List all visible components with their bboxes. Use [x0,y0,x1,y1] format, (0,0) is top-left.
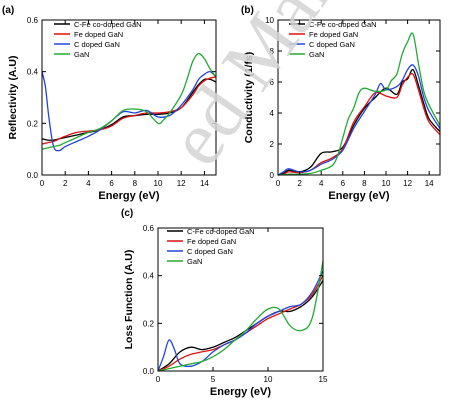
x-tick-label: 6 [341,179,346,188]
x-tick-label: 15 [319,375,328,384]
series-group [157,261,324,372]
series-line-3 [157,270,324,372]
y-tick-label: 0.0 [27,171,39,180]
legend-label: Fe doped GaN [187,237,236,246]
x-tick-label: 2 [63,179,68,188]
y-tick-label: 0 [270,171,275,180]
x-tick-label: 14 [200,179,209,188]
chart-panel-1: 0 2 4 6 8 10 12 14 0.0 0.2 0.4 0.6 Energy (eV) Reflec… [2,5,217,202]
legend-label: Fe doped GaN [309,30,358,39]
chart-panel-2: 0 2 4 6 8 10 12 14 0 2 4 6 8 10 Energy (eV) Conductivit… [241,5,441,202]
x-tick-label: 8 [133,179,138,188]
legend-label: C-Fe co-doped GaN [74,20,142,29]
x-tick-label: 0 [276,179,281,188]
series-line-1 [277,68,441,176]
x-axis-label: Energy (eV) [210,386,271,398]
y-tick-label: 0.2 [143,319,155,328]
y-tick-label: 2 [270,140,275,149]
legend-label: GaN [74,50,89,59]
y-tick-label: 0.4 [27,68,39,77]
legend-label: C doped GaN [309,40,355,49]
series-line-4 [41,52,217,150]
y-tick-label: 0.6 [27,16,39,25]
series-line-4 [277,32,441,176]
y-tick-label: 10 [265,16,274,25]
series-group [41,52,217,152]
series-line-1 [157,280,324,372]
x-tick-label: 10 [264,375,273,384]
x-tick-label: 2 [297,179,302,188]
chart-panel-3: 0 5 10 15 0.0 0.2 0.4 0.6 Energy (eV) Loss Functi… [121,208,328,398]
y-tick-label: 8 [270,47,275,56]
x-tick-label: 0 [40,179,45,188]
x-tick-label: 5 [211,375,216,384]
series-line-4 [157,261,324,372]
x-tick-label: 12 [177,179,186,188]
y-tick-label: 0.2 [27,119,39,128]
legend-label: GaN [309,50,324,59]
panel-label: (a) [2,5,14,16]
panel-label: (c) [121,208,133,219]
y-axis-label: Loss Function (A.U) [123,250,135,350]
y-tick-label: 6 [270,78,275,87]
series-line-2 [277,72,441,176]
y-axis-label: Reflectivity (A.U) [7,55,19,139]
series-line-3 [277,64,441,176]
legend-label: C-Fe co-doped GaN [309,20,377,29]
x-tick-label: 12 [403,179,412,188]
x-tick-label: 4 [86,179,91,188]
legend-label: GaN [187,257,202,266]
x-tick-label: 10 [382,179,391,188]
panel-label: (b) [241,5,254,16]
plot-frame [41,19,217,176]
x-tick-label: 10 [154,179,163,188]
x-tick-label: 8 [362,179,367,188]
y-tick-label: 0.6 [143,224,155,233]
legend-label: C doped GaN [187,247,233,256]
y-axis-label: Conductivity (1/fs) [243,52,255,144]
series-line-2 [41,76,217,145]
x-axis-label: Energy (eV) [328,190,389,202]
x-tick-label: 0 [156,375,161,384]
x-tick-label: 14 [425,179,434,188]
y-tick-label: 0.4 [143,272,155,281]
legend-label: Fe doped GaN [74,30,123,39]
series-line-2 [157,275,324,372]
y-tick-label: 4 [270,109,275,118]
x-axis-label: Energy (eV) [98,190,159,202]
plot-frame [157,227,324,372]
x-tick-label: 4 [319,179,324,188]
legend-label: C-Fe co-doped GaN [187,227,255,236]
x-tick-label: 6 [109,179,114,188]
legend-label: C doped GaN [74,40,120,49]
plot-frame [277,19,441,176]
y-tick-label: 0.0 [143,367,155,376]
series-group [277,32,441,176]
series-line-3 [41,70,217,152]
